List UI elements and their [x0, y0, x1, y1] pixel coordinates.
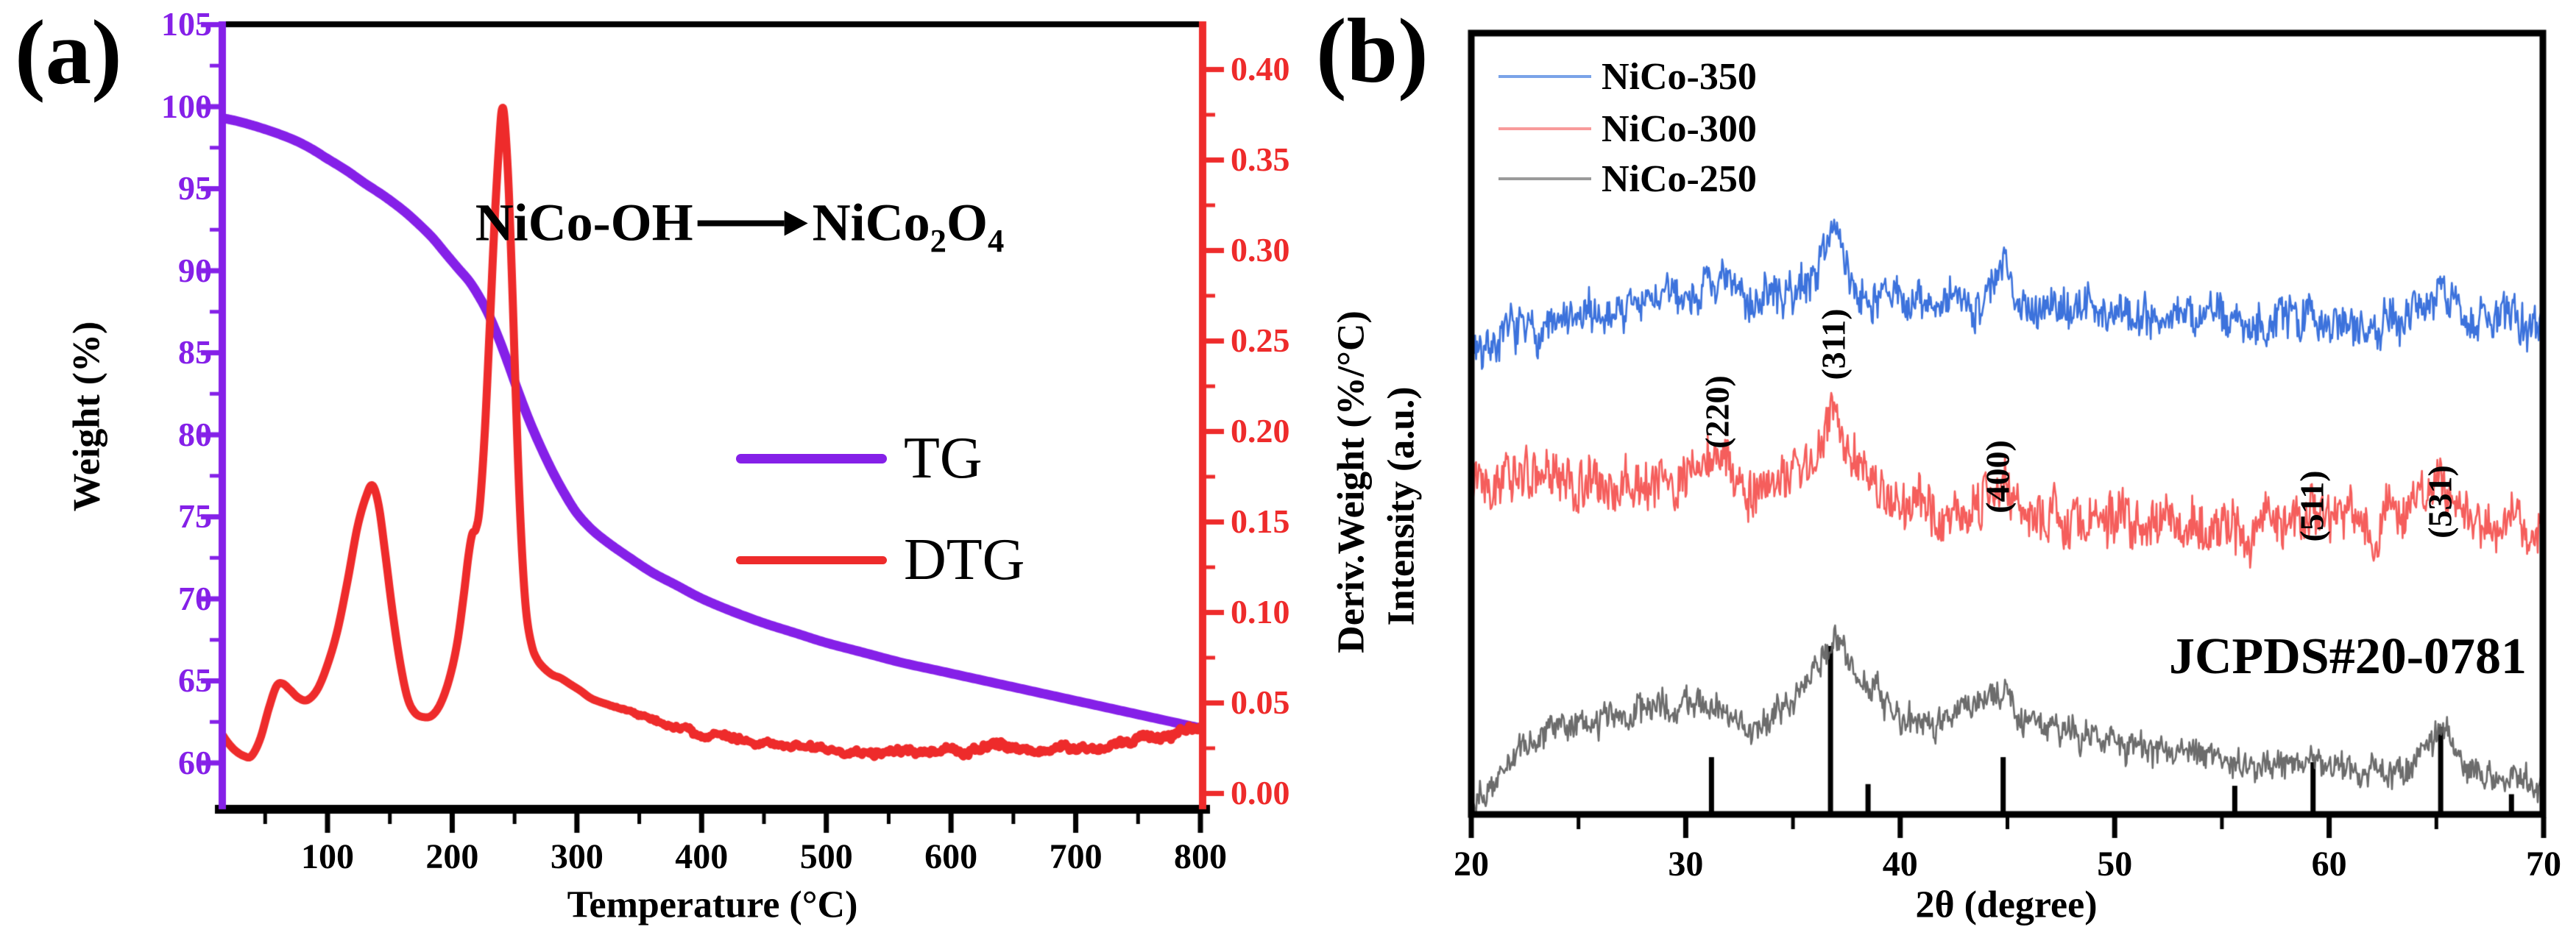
panel-a-right-tick-label: 0.40: [1231, 50, 1290, 88]
legend-a-tg-line: [736, 454, 887, 463]
panel-b-x-axis-title: 2θ (degree): [1915, 884, 2098, 926]
legend-b-nico250-label: NiCo-250: [1602, 158, 1757, 200]
legend-a-dtg-line: [736, 556, 887, 564]
panel-a-left-tick-label: 70: [178, 579, 212, 617]
legend-b-nico350-line: [1498, 75, 1591, 78]
panel-a-bottom-tick-label: 100: [301, 837, 354, 876]
panel-a-bottom-tick-label: 300: [550, 837, 604, 876]
panel-a-left-tick-label: 65: [178, 661, 212, 699]
panel-a-bottom-tick-label: 700: [1049, 837, 1103, 876]
panel-a-left-tick-label: 105: [161, 5, 212, 43]
panel-a-bottom-tick-label: 800: [1174, 837, 1227, 876]
panel-a-right-tick-label: 0.20: [1231, 412, 1290, 450]
xrd-peak-label: (511): [2293, 470, 2331, 542]
panel-a-right-tick-label: 0.35: [1231, 141, 1290, 178]
panel-b-bottom-tick-label: 40: [1882, 845, 1918, 884]
panel-a-right-tick-label: 0.05: [1231, 683, 1290, 721]
panel-a-right-tick-label: 0.00: [1231, 774, 1290, 811]
panel-a-x-axis-title: Temperature (°C): [567, 884, 858, 926]
panel-b-bottom-tick-label: 50: [2097, 845, 2133, 884]
panel-a-left-tick-label: 90: [178, 251, 212, 289]
arrow-right-icon: [697, 210, 808, 235]
panel-a-left-tick-label: 60: [178, 743, 212, 781]
jcpds-reference-label: JCPDS#20-0781: [2168, 628, 2527, 685]
panel-a-y-axis-title-right: Deriv.Weight (%/°C): [1330, 310, 1373, 653]
legend-b-nico250-line: [1498, 177, 1591, 180]
xrd-peak-label: (400): [1978, 440, 2017, 514]
reaction-reactant: NiCo-OH: [475, 193, 693, 252]
panel-a-right-tick-label: 0.10: [1231, 593, 1290, 630]
legend-a-dtg-label: DTG: [904, 527, 1025, 592]
panel-a-right-tick-label: 0.30: [1231, 231, 1290, 269]
panel-a-right-tick-label: 0.25: [1231, 322, 1290, 359]
panel-a-label: (a): [15, 2, 122, 104]
panel-b-bottom-tick-label: 30: [1668, 845, 1704, 884]
xrd-peak-label: (531): [2421, 465, 2459, 539]
panel-a-left-tick-label: 75: [178, 497, 212, 535]
panel-a-left-tick-label: 100: [161, 87, 212, 125]
panel-a-left-tick-label: 85: [178, 333, 212, 371]
panel-a-bottom-tick-label: 500: [799, 837, 853, 876]
panel-a-bottom-tick-label: 600: [924, 837, 978, 876]
panel-a-bottom-tick-label: 400: [675, 837, 729, 876]
panel-a-right-tick-label: 0.15: [1231, 502, 1290, 540]
xrd-peak-label: (220): [1698, 375, 1736, 449]
panel-b-label: (b): [1316, 1, 1429, 102]
panel-a-left-tick-label: 80: [178, 415, 212, 453]
xrd-peak-label: (311): [1814, 308, 1853, 380]
reaction-product: NiCo2O4: [812, 193, 1005, 259]
panel-a-left-tick-label: 95: [178, 169, 212, 207]
legend-b-nico350-label: NiCo-350: [1602, 56, 1757, 98]
reaction-annotation: NiCo-OH NiCo2O4: [475, 193, 1005, 259]
panel-b-bottom-tick-label: 20: [1454, 845, 1489, 884]
legend-b-nico300-line: [1498, 127, 1591, 130]
legend-b-nico300-label: NiCo-300: [1602, 108, 1757, 150]
panel-b-bottom-tick-label: 70: [2526, 845, 2561, 884]
panel-b-bottom-tick-label: 60: [2311, 845, 2347, 884]
legend-a-tg-label: TG: [904, 426, 983, 491]
panel-b-y-axis-title: Intensity (a.u.): [1380, 386, 1423, 626]
panel-a-bottom-tick-label: 200: [425, 837, 479, 876]
